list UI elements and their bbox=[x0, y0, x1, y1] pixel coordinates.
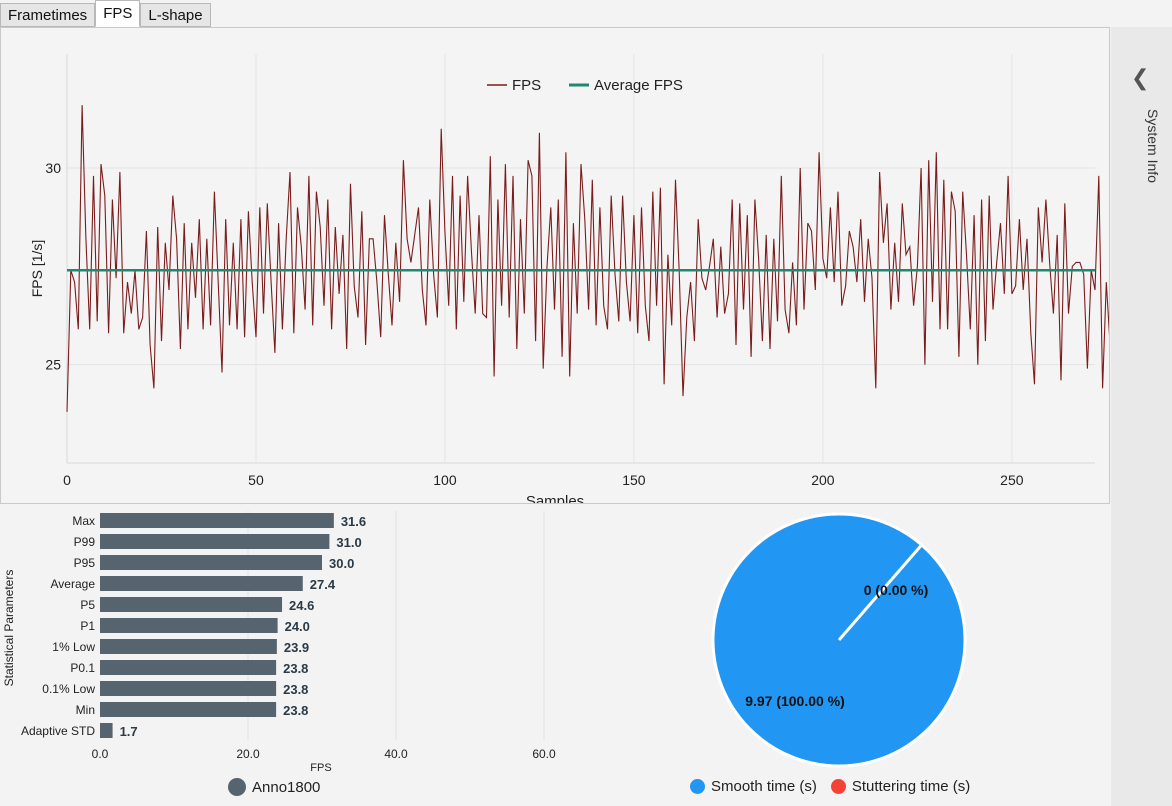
stat-bar bbox=[100, 576, 303, 591]
y-tick-label: 30 bbox=[45, 160, 61, 176]
x-tick-label: 150 bbox=[622, 472, 646, 488]
tab-fps[interactable]: FPS bbox=[95, 0, 141, 27]
bar-value-label: 31.0 bbox=[336, 535, 361, 550]
stat-bar bbox=[100, 639, 277, 654]
category-label: P5 bbox=[80, 598, 95, 612]
x-tick-label: 0.0 bbox=[92, 747, 109, 761]
category-label: Max bbox=[72, 514, 95, 528]
stuttering-time-dot-icon bbox=[830, 779, 846, 794]
category-label: P1 bbox=[80, 619, 95, 633]
smooth-time-dot-icon bbox=[690, 779, 705, 794]
bar-value-label: 23.8 bbox=[283, 682, 308, 697]
statistical-parameters-chart: Max 31.6 P99 31.0 P95 30.0 Average 27.4 P5 24.6 P1… bbox=[2, 511, 556, 774]
pie-legend-stutter: Stuttering time (s) bbox=[851, 778, 971, 795]
sidebar-label: System Info bbox=[1145, 109, 1161, 183]
legend-label: FPS bbox=[512, 77, 541, 94]
stutter-pie-chart: 0 (0.00 %) 9.97 (100.00 %) bbox=[711, 512, 967, 768]
category-label: P0.1 bbox=[70, 661, 95, 675]
chevron-left-icon[interactable]: ❮ bbox=[1131, 65, 1150, 90]
tab-frametimes[interactable]: Frametimes bbox=[0, 3, 96, 27]
category-label: Adaptive STD bbox=[21, 724, 95, 738]
category-label: Min bbox=[76, 703, 95, 717]
stats-legend[interactable]: Anno1800 bbox=[228, 778, 320, 796]
system-info-sidebar[interactable]: ❮ System Info bbox=[1111, 27, 1172, 806]
series-dot-icon bbox=[228, 778, 246, 796]
bar-value-label: 24.6 bbox=[289, 598, 314, 613]
fps-line-chart: 0 50 100 150 200 250 25 30 Samples FPS [1/s] FPS Av… bbox=[29, 54, 1109, 503]
category-label: P99 bbox=[74, 535, 96, 549]
bar-value-label: 27.4 bbox=[310, 577, 336, 592]
y-axis-title: Statistical Parameters bbox=[2, 570, 16, 687]
pie-label-stutter: 0 (0.00 %) bbox=[864, 582, 929, 598]
y-axis-title: FPS [1/s] bbox=[29, 240, 45, 298]
stats-legend-label: Anno1800 bbox=[252, 778, 321, 796]
category-label: 0.1% Low bbox=[42, 682, 95, 696]
category-label: Average bbox=[51, 577, 96, 591]
bar-value-label: 23.8 bbox=[283, 703, 308, 718]
plot-area bbox=[67, 54, 1095, 463]
bar-value-label: 23.9 bbox=[284, 640, 309, 655]
stat-bar bbox=[100, 555, 322, 570]
fps-series-line bbox=[66, 105, 1109, 412]
stat-bar bbox=[100, 660, 277, 675]
category-label: 1% Low bbox=[52, 640, 95, 654]
bar-value-label: 30.0 bbox=[329, 556, 354, 571]
legend-label: Average FPS bbox=[594, 77, 683, 94]
bar-value-label: 1.7 bbox=[120, 724, 138, 739]
x-tick-label: 40.0 bbox=[384, 747, 408, 761]
pie-slice-divider bbox=[837, 543, 923, 641]
category-label: P95 bbox=[74, 556, 96, 570]
tab-bar: Frametimes FPS L-shape bbox=[0, 0, 211, 28]
bar-value-label: 31.6 bbox=[341, 514, 366, 529]
tab-l-shape[interactable]: L-shape bbox=[140, 3, 211, 27]
x-tick-label: 100 bbox=[433, 472, 457, 488]
x-axis-title: FPS bbox=[310, 762, 331, 774]
x-tick-label: 60.0 bbox=[532, 747, 556, 761]
bar-value-label: 23.8 bbox=[283, 661, 308, 676]
pie-label-smooth: 9.97 (100.00 %) bbox=[745, 693, 845, 709]
x-tick-label: 250 bbox=[1000, 472, 1024, 488]
stat-bar bbox=[100, 723, 113, 738]
fps-chart-panel: 0 50 100 150 200 250 25 30 Samples FPS [1/s] FPS Av… bbox=[0, 27, 1110, 504]
pie-legend-smooth: Smooth time (s) bbox=[711, 778, 817, 795]
stat-bar bbox=[100, 534, 330, 549]
stat-bar bbox=[100, 681, 277, 696]
y-tick-label: 25 bbox=[45, 357, 61, 373]
pie-legend[interactable]: Smooth time (s) Stuttering time (s) bbox=[690, 778, 970, 795]
x-tick-label: 0 bbox=[63, 472, 71, 488]
stat-bar bbox=[100, 513, 334, 528]
bar-value-label: 24.0 bbox=[285, 619, 310, 634]
x-tick-label: 20.0 bbox=[236, 747, 260, 761]
x-tick-label: 200 bbox=[811, 472, 835, 488]
x-tick-label: 50 bbox=[248, 472, 264, 488]
stat-bar bbox=[100, 597, 283, 612]
stat-bar bbox=[100, 702, 277, 717]
stat-bar bbox=[100, 618, 278, 633]
x-axis-title: Samples bbox=[526, 493, 584, 503]
